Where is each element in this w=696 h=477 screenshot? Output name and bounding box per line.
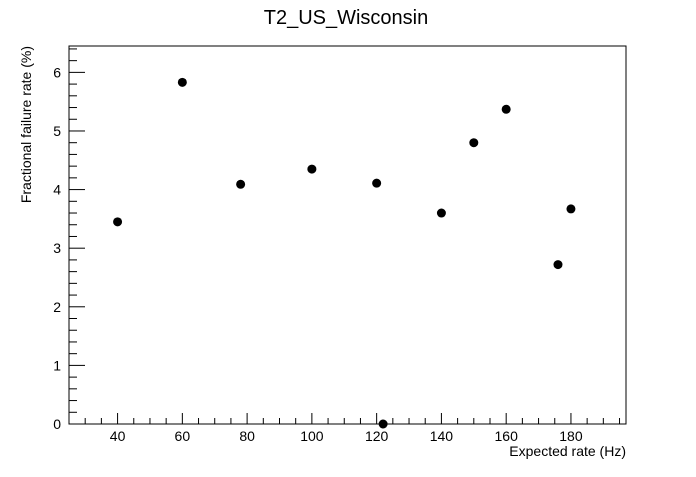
x-axis-label: Expected rate (Hz)	[509, 443, 626, 459]
y-tick-label: 3	[53, 240, 61, 256]
data-point	[307, 164, 317, 174]
y-axis-label: Fractional failure rate (%)	[18, 46, 34, 203]
y-tick-label: 6	[53, 64, 61, 80]
data-point	[113, 217, 123, 227]
data-point	[469, 138, 479, 148]
data-points	[113, 77, 576, 429]
y-tick-label: 5	[53, 123, 61, 139]
x-tick-label: 120	[365, 428, 389, 444]
x-tick-label: 180	[559, 428, 583, 444]
x-tick-label: 100	[300, 428, 324, 444]
data-point	[501, 104, 511, 114]
data-point	[236, 179, 246, 189]
y-tick-label: 1	[53, 357, 61, 373]
axis-tick-labels: 40 60 80 100 120 140 160 180 0 1 2 3 4 5 6	[53, 64, 583, 444]
y-tick-label: 2	[53, 299, 61, 315]
axis-ticks	[69, 48, 621, 425]
data-point	[566, 204, 576, 214]
x-tick-label: 80	[239, 428, 255, 444]
plot-frame	[68, 45, 627, 425]
data-point	[372, 178, 382, 188]
y-tick-label: 4	[53, 182, 61, 198]
x-tick-label: 60	[175, 428, 191, 444]
data-point	[436, 208, 446, 218]
x-tick-label: 140	[430, 428, 454, 444]
data-point	[378, 419, 388, 429]
chart-title: T2_US_Wisconsin	[264, 7, 429, 29]
data-point	[553, 260, 563, 270]
x-tick-label: 40	[110, 428, 126, 444]
y-tick-label: 0	[53, 416, 61, 432]
data-point	[177, 77, 187, 87]
x-tick-label: 160	[495, 428, 519, 444]
